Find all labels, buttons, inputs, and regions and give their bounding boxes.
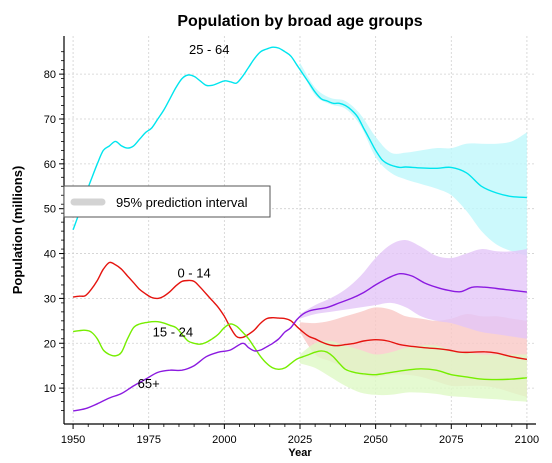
chart-title: Population by broad age groups (177, 13, 422, 30)
prediction-band (300, 62, 527, 256)
series-line (72, 261, 528, 361)
series-line (72, 272, 527, 412)
y-tick-label: 80 (44, 69, 56, 81)
series-label: 15 - 24 (153, 325, 193, 340)
y-tick-label: 30 (44, 293, 56, 305)
x-tick-label: 2075 (439, 434, 463, 446)
x-tick-label: 1950 (61, 434, 85, 446)
series-label: 25 - 64 (189, 42, 229, 57)
series-line (72, 46, 527, 231)
y-tick-label: 50 (44, 204, 56, 216)
series-labels: 25 - 64 0 - 14 15 - 24 65+ (138, 42, 230, 391)
x-tick-label: 2025 (288, 434, 312, 446)
series-label: 65+ (138, 376, 160, 391)
x-tick-label: 2100 (515, 434, 539, 446)
series-label: 0 - 14 (177, 265, 210, 280)
prediction-band (300, 240, 527, 339)
y-tick-label: 20 (44, 338, 56, 350)
x-tick-label: 2000 (212, 434, 236, 446)
series-line (72, 320, 527, 381)
legend-label: 95% prediction interval (116, 195, 248, 210)
y-axis-label: Population (millions) (10, 166, 25, 295)
series-lines (72, 46, 528, 412)
prediction-bands (300, 62, 527, 402)
legend: 95% prediction interval (63, 185, 271, 218)
y-tick-label: 40 (44, 249, 56, 261)
prediction-band (300, 340, 527, 402)
axes: 1950 1975 2000 2025 2050 2075 2100 10 20 30 40 50 60… (44, 36, 539, 446)
x-axis-label: Year (288, 447, 312, 459)
y-tick-label: 10 (44, 383, 56, 395)
y-tick-label: 60 (44, 159, 56, 171)
x-tick-label: 2050 (363, 434, 387, 446)
y-tick-label: 70 (44, 114, 56, 126)
x-tick-label: 1975 (136, 434, 160, 446)
